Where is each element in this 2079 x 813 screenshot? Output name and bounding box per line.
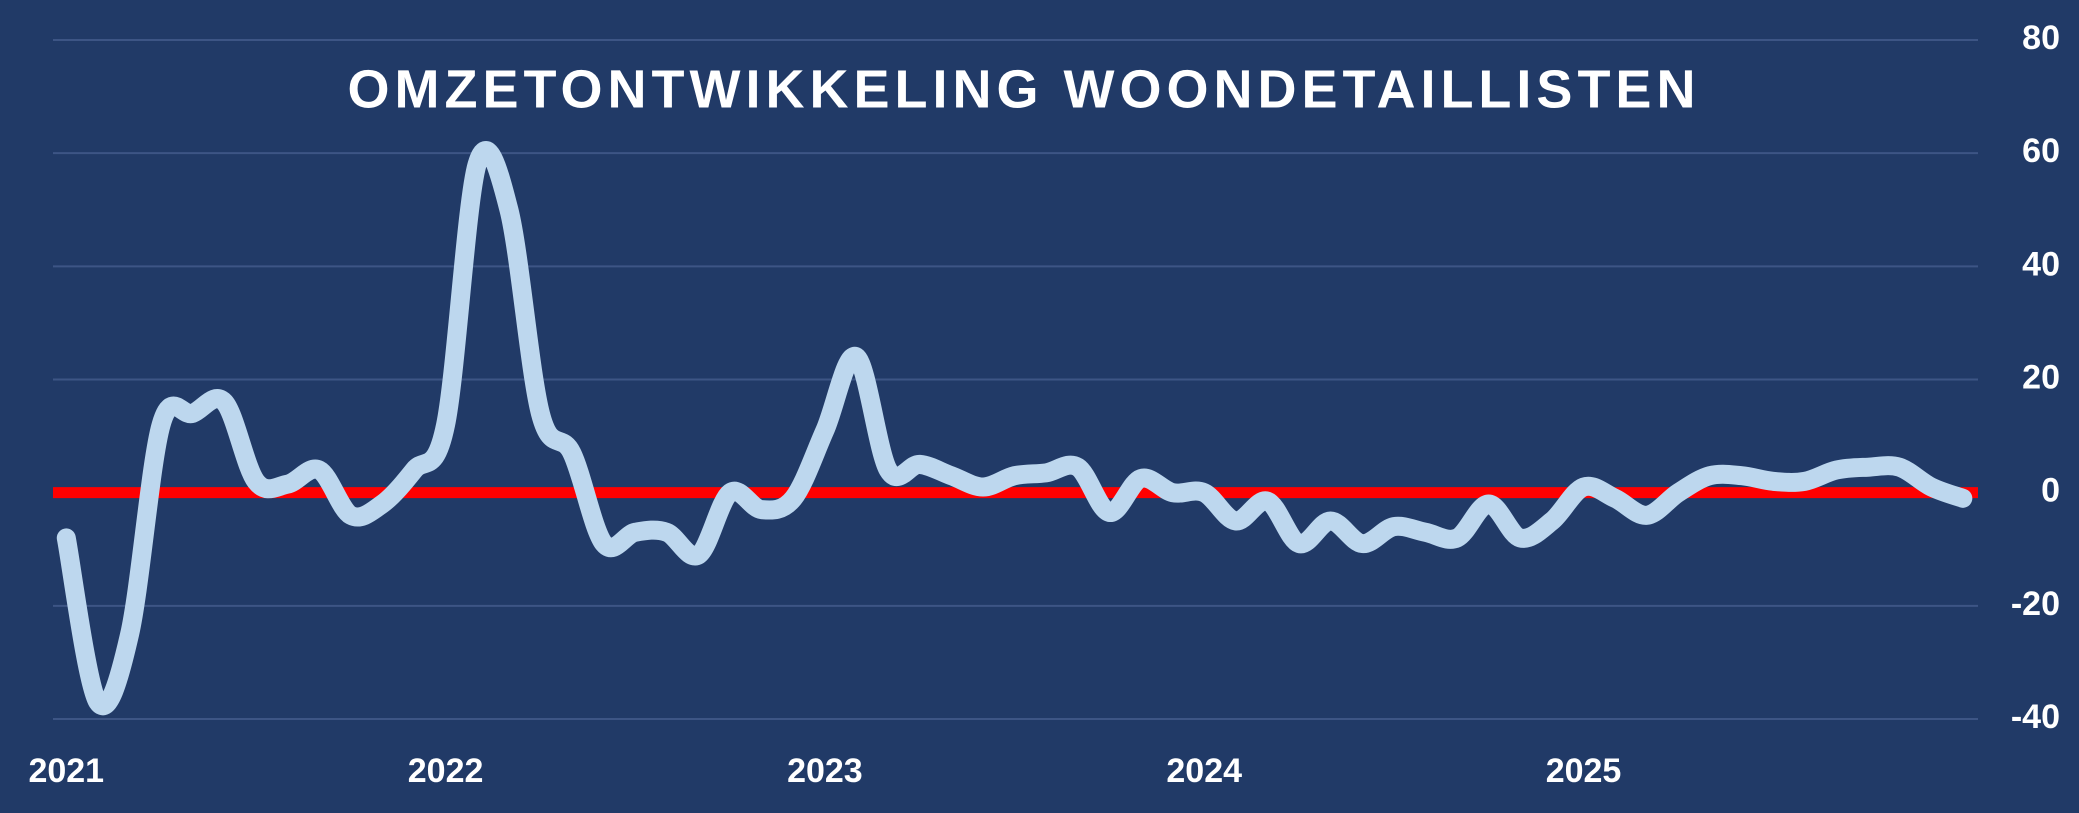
y-tick-label: 80 (2022, 19, 2060, 57)
y-tick-label: -40 (2011, 698, 2060, 736)
x-tick-label: 2021 (28, 752, 104, 790)
chart-title: OMZETONTWIKKELING WOONDETAILLISTEN (348, 59, 1701, 119)
y-tick-label: 0 (2041, 472, 2060, 510)
data-line (56, 141, 1973, 716)
y-tick-label: 60 (2022, 132, 2060, 170)
y-tick-label: -20 (2011, 585, 2060, 623)
y-tick-label: 40 (2022, 245, 2060, 283)
y-tick-label: 20 (2022, 358, 2060, 396)
plot-area (53, 141, 1978, 716)
x-tick-label: 2025 (1546, 752, 1622, 790)
x-tick-label: 2024 (1166, 752, 1242, 790)
x-tick-label: 2022 (408, 752, 484, 790)
x-tick-label: 2023 (787, 752, 863, 790)
